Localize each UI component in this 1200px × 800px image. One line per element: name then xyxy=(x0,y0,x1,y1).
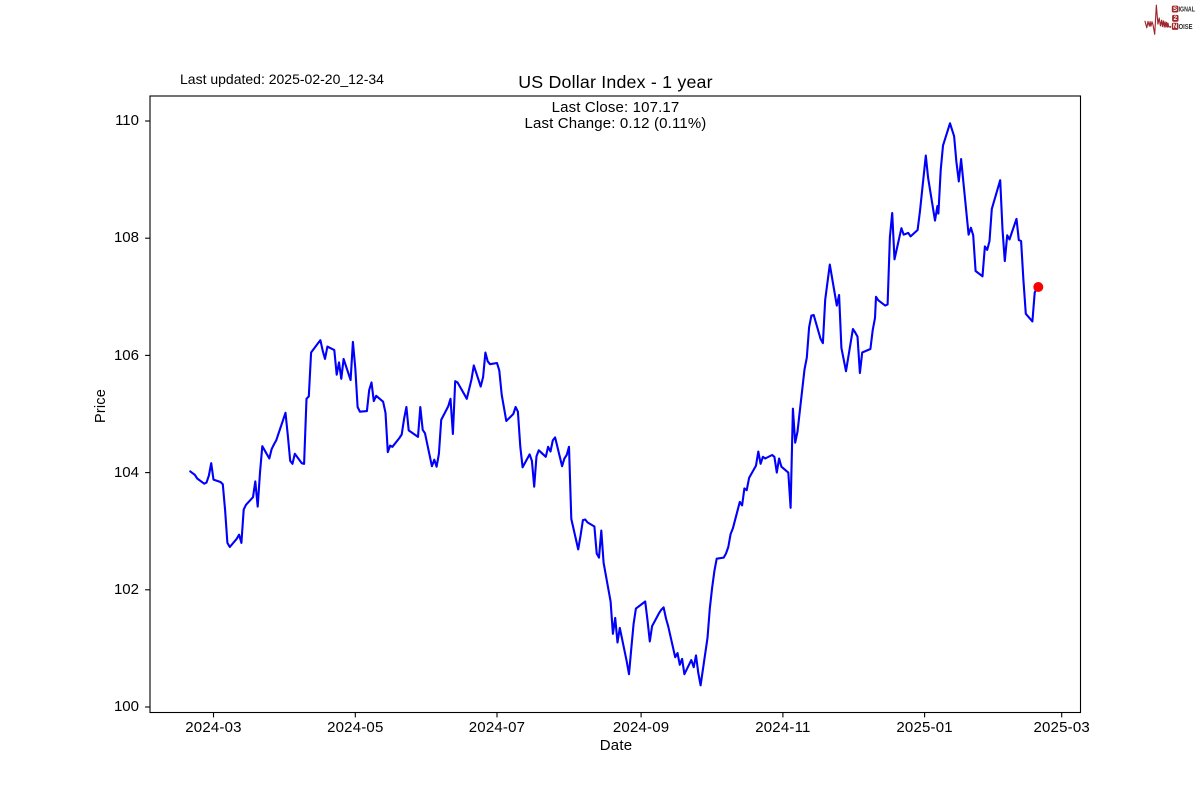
svg-text:OISE: OISE xyxy=(1179,24,1193,31)
svg-text:N: N xyxy=(1173,23,1178,30)
svg-text:2: 2 xyxy=(1174,15,1178,22)
svg-text:S: S xyxy=(1173,6,1177,13)
svg-text:IGNAL: IGNAL xyxy=(1179,6,1195,13)
